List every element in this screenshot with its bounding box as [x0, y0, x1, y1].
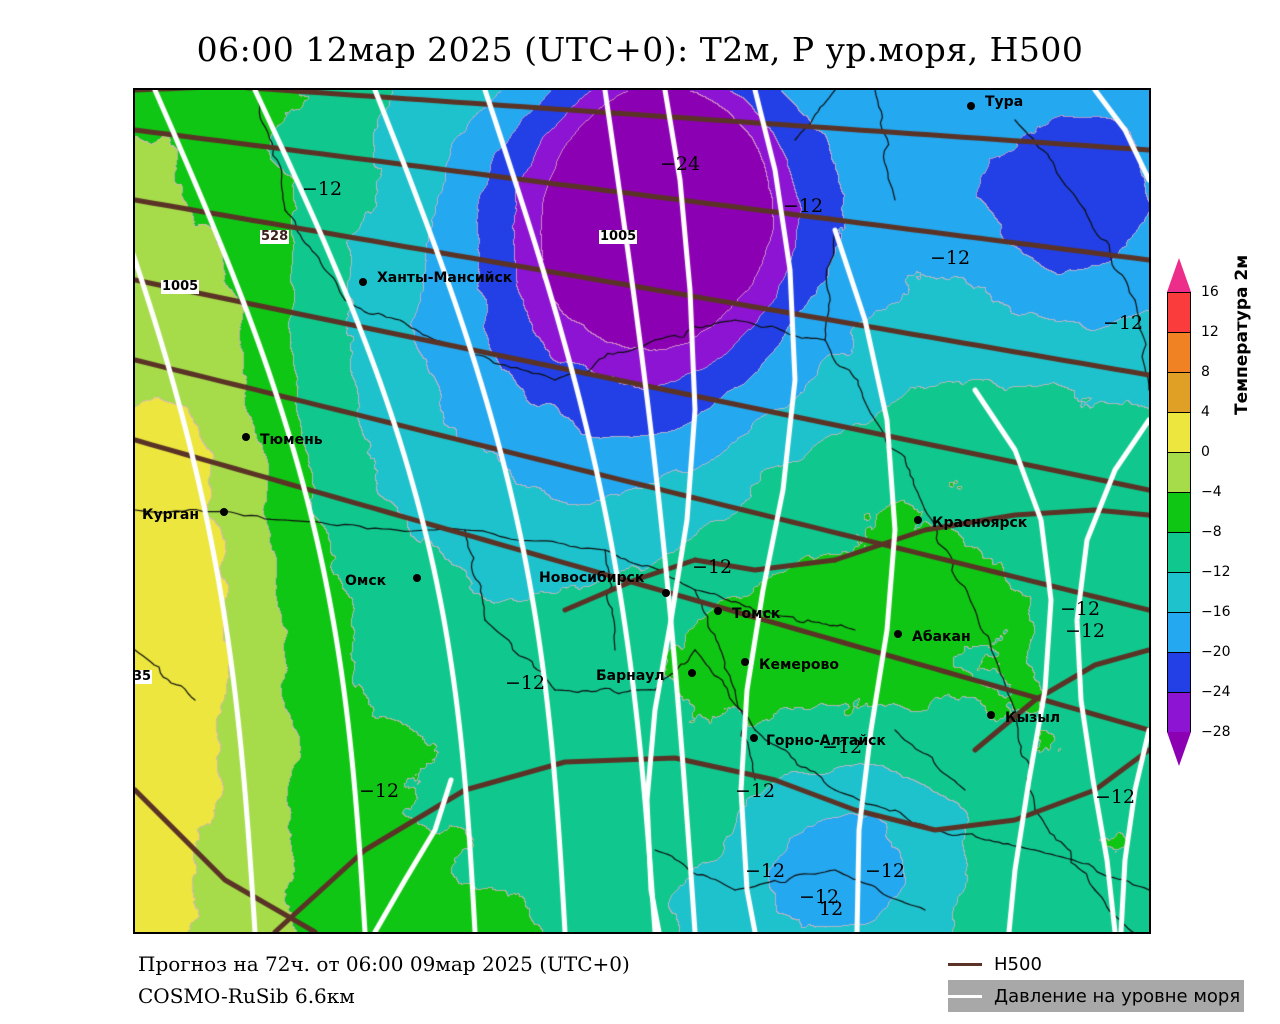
- city-marker[interactable]: [242, 433, 250, 441]
- city-marker[interactable]: [914, 516, 922, 524]
- colorbar-segment: [1168, 373, 1190, 413]
- colorbar-cap-low: [1167, 732, 1191, 766]
- model-name-line: COSMO-RuSib 6.6км: [138, 984, 355, 1008]
- colorbar-tick: −4: [1201, 484, 1222, 500]
- colorbar-tick: −8: [1201, 524, 1222, 540]
- city-marker[interactable]: [750, 734, 758, 742]
- colorbar-segment: [1168, 653, 1190, 693]
- colorbar-cap-high: [1167, 258, 1191, 292]
- mslp-contour-label: 1005: [599, 229, 638, 244]
- colorbar-segment: [1168, 693, 1190, 733]
- temperature-colorbar: 16 12 8 4 0 −4 −8 −12 −16 −20 −24 −28: [1163, 258, 1231, 766]
- colorbar-segment: [1168, 333, 1190, 373]
- city-marker[interactable]: [714, 607, 722, 615]
- legend-row-mslp: Давление на уровне моря: [948, 980, 1245, 1012]
- colorbar-tick: 4: [1201, 404, 1210, 420]
- colorbar-title: Температура 2м: [1232, 254, 1252, 415]
- h500-line-swatch: [948, 962, 982, 966]
- colorbar-segment: [1168, 533, 1190, 573]
- city-marker[interactable]: [359, 278, 367, 286]
- city-marker[interactable]: [987, 711, 995, 719]
- city-marker[interactable]: [688, 669, 696, 677]
- city-marker[interactable]: [220, 508, 228, 516]
- colorbar-tick: −28: [1201, 724, 1231, 740]
- colorbar-segment: [1168, 453, 1190, 493]
- colorbar-tick: 12: [1201, 324, 1219, 340]
- h500-contour-label: 528: [260, 229, 290, 244]
- colorbar-tick: −20: [1201, 644, 1231, 660]
- colorbar-tick: 16: [1201, 284, 1219, 300]
- mslp-legend-label: Давление на уровне моря: [994, 985, 1241, 1007]
- colorbar-tick: 8: [1201, 364, 1210, 380]
- city-marker[interactable]: [413, 574, 421, 582]
- colorbar-tick: −24: [1201, 684, 1231, 700]
- h500-legend-label: H500: [994, 953, 1042, 975]
- mslp-contour-label: 1005: [161, 279, 200, 294]
- mslp-line-swatch: [948, 994, 982, 998]
- footer-text: Прогноз на 72ч. от 06:00 09мар 2025 (UTC…: [138, 948, 630, 1012]
- weather-map[interactable]: Тура Ханты-Мансийск Тюмень Курган Омск Томск К…: [133, 88, 1151, 934]
- colorbar-segments: [1167, 292, 1191, 733]
- city-marker[interactable]: [741, 658, 749, 666]
- colorbar-segment: [1168, 293, 1190, 333]
- colorbar-segment: [1168, 613, 1190, 653]
- colorbar-tick: −16: [1201, 604, 1231, 620]
- mslp-contour-label: 35: [133, 669, 153, 684]
- city-marker[interactable]: [662, 589, 670, 597]
- temperature-field-canvas: [135, 90, 1149, 932]
- forecast-info-line: Прогноз на 72ч. от 06:00 09мар 2025 (UTC…: [138, 952, 630, 976]
- city-marker[interactable]: [967, 102, 975, 110]
- colorbar-segment: [1168, 413, 1190, 453]
- city-marker[interactable]: [894, 630, 902, 638]
- page-title: 06:00 12мар 2025 (UTC+0): Т2м, Р ур.моря…: [196, 30, 1084, 69]
- colorbar-tick: −12: [1201, 564, 1231, 580]
- colorbar-segment: [1168, 573, 1190, 613]
- colorbar-tick: 0: [1201, 444, 1210, 460]
- map-legend: H500 Давление на уровне моря: [948, 948, 1245, 1012]
- colorbar-segment: [1168, 493, 1190, 533]
- legend-row-h500: H500: [948, 948, 1244, 980]
